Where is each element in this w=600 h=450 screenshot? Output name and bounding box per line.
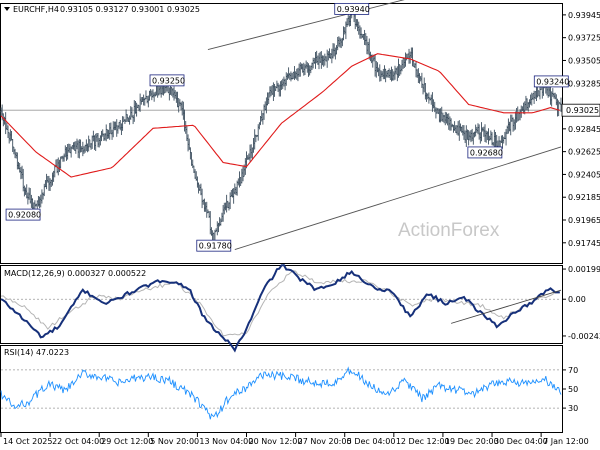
ohlc-bar [560,97,562,112]
price-tick-label: 0.92845 [568,125,600,134]
price-annotation: 0.92080 [5,208,41,221]
price-tick-label: 0.91965 [568,216,600,225]
main-panel-frame [0,3,563,264]
price-tick-label: 0.93285 [568,79,600,88]
rsi-tick-label: 70 [568,366,578,375]
price-chart: 0.93945 0.93725 0.93505 0.93285 0.92845 0.926… [0,0,600,252]
annotation-label: 0.92680 [470,148,503,157]
rsi-tick-label: 50 [568,385,578,394]
rsi-tick-label: 30 [568,404,578,413]
time-tick-label: 13 Nov 04:00 [199,437,253,446]
macd-tick-label: 0.00 [568,295,586,304]
time-tick-label: 12 Dec 12:00 [396,437,450,446]
time-tick-label: 19 Dec 20:00 [445,437,499,446]
macd-tick-label: -0.002434 [568,332,600,341]
time-tick-label: 30 Dec 04:00 [494,437,548,446]
rsi-chart: 70 50 30 [0,366,578,420]
channel-lower-line [234,146,562,250]
time-tick-label: 5 Dec 04:00 [347,437,396,446]
moving-average-line [0,53,560,178]
channel-upper-line [207,0,405,51]
price-tick-label: 0.93945 [568,11,600,20]
watermark: ActionForex [398,220,500,241]
rsi-title: RSI(14) 47.0223 [4,348,69,357]
last-price-label: 0.93025 [566,106,599,115]
annotation-label: 0.93940 [337,5,370,14]
macd-chart: 0.001998 0.00 -0.002434 [0,264,600,353]
price-tick-label: 0.92405 [568,170,600,179]
time-tick-label: 20 Nov 12:00 [249,437,303,446]
price-tick-label: 0.93505 [568,56,600,65]
price-bars [0,7,562,249]
price-tick-label: 0.91745 [568,239,600,248]
price-tick-label: 0.93725 [568,34,600,43]
macd-title: MACD(12,26,9) 0.000327 0.000522 [4,269,146,278]
price-tick-label: 0.92185 [568,193,600,202]
price-tick-label: 0.92625 [568,148,600,157]
annotation-label: 0.91780 [199,242,232,251]
time-tick-label: 14 Oct 2025 [3,437,52,446]
time-tick-label: 29 Oct 12:00 [101,437,153,446]
price-annotation: 0.93940 [334,2,370,15]
time-tick-label: 27 Nov 20:00 [298,437,352,446]
rsi-line [0,366,562,420]
macd-line [0,264,560,353]
symbol-label: EURCHF,H4 [13,5,59,14]
collapse-arrow-icon[interactable] [4,7,10,11]
ohlc-readout: 0.93105 0.93127 0.93001 0.93025 [60,5,200,14]
time-tick-label: 5 Nov 20:00 [150,437,199,446]
last-price-box [561,103,600,117]
time-tick-label: 7 Jan 12:00 [543,437,589,446]
price-annotation: 0.92680 [467,146,503,159]
annotation-label: 0.93240 [536,77,569,86]
price-annotation: 0.91780 [196,239,232,252]
annotation-label: 0.93250 [152,76,185,85]
time-tick-label: 22 Oct 04:00 [52,437,104,446]
price-annotation: 0.93250 [149,74,185,87]
price-annotation: 0.93240 [533,75,569,88]
macd-trendline [450,289,562,324]
macd-tick-label: 0.001998 [568,265,600,274]
annotation-label: 0.92080 [8,211,41,220]
